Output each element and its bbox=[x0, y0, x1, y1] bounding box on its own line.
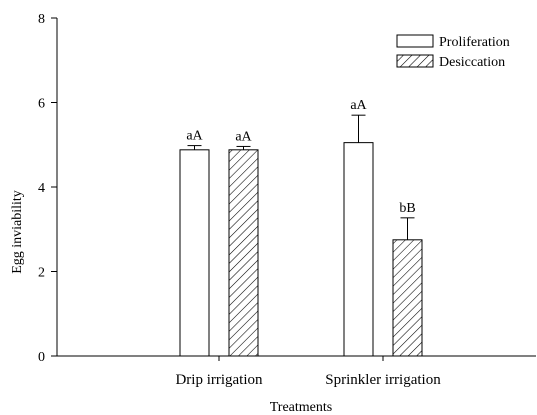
bar bbox=[392, 239, 423, 357]
legend-swatch bbox=[396, 34, 434, 48]
legend-label: Proliferation bbox=[439, 35, 510, 50]
y-tick-label: 2 bbox=[38, 266, 45, 281]
axes: 0 2 4 6 8 Drip irrigation Sprinkler irrigation bbox=[38, 12, 536, 388]
bar bbox=[343, 142, 374, 357]
legend-label: Desiccation bbox=[439, 55, 505, 70]
bar bbox=[228, 149, 259, 357]
x-category-label: Sprinkler irrigation bbox=[325, 372, 441, 388]
y-tick-label: 6 bbox=[38, 97, 45, 112]
y-tick-label: 4 bbox=[38, 181, 45, 196]
y-axis-title: Egg inviability bbox=[10, 190, 25, 274]
bar-labels: aA aA aA bB bbox=[186, 98, 415, 216]
bar-significance-label: bB bbox=[399, 201, 415, 216]
bar-significance-label: aA bbox=[186, 129, 203, 144]
bar-significance-label: aA bbox=[235, 129, 252, 144]
y-tick-label: 8 bbox=[38, 12, 45, 27]
bar bbox=[179, 149, 210, 357]
x-axis-title: Treatments bbox=[270, 400, 332, 415]
bars bbox=[179, 114, 423, 357]
x-category-label: Drip irrigation bbox=[175, 372, 263, 388]
legend: Proliferation Desiccation bbox=[396, 34, 510, 70]
bar-significance-label: aA bbox=[350, 98, 367, 113]
legend-swatch bbox=[396, 54, 434, 68]
y-tick-label: 0 bbox=[38, 350, 45, 365]
